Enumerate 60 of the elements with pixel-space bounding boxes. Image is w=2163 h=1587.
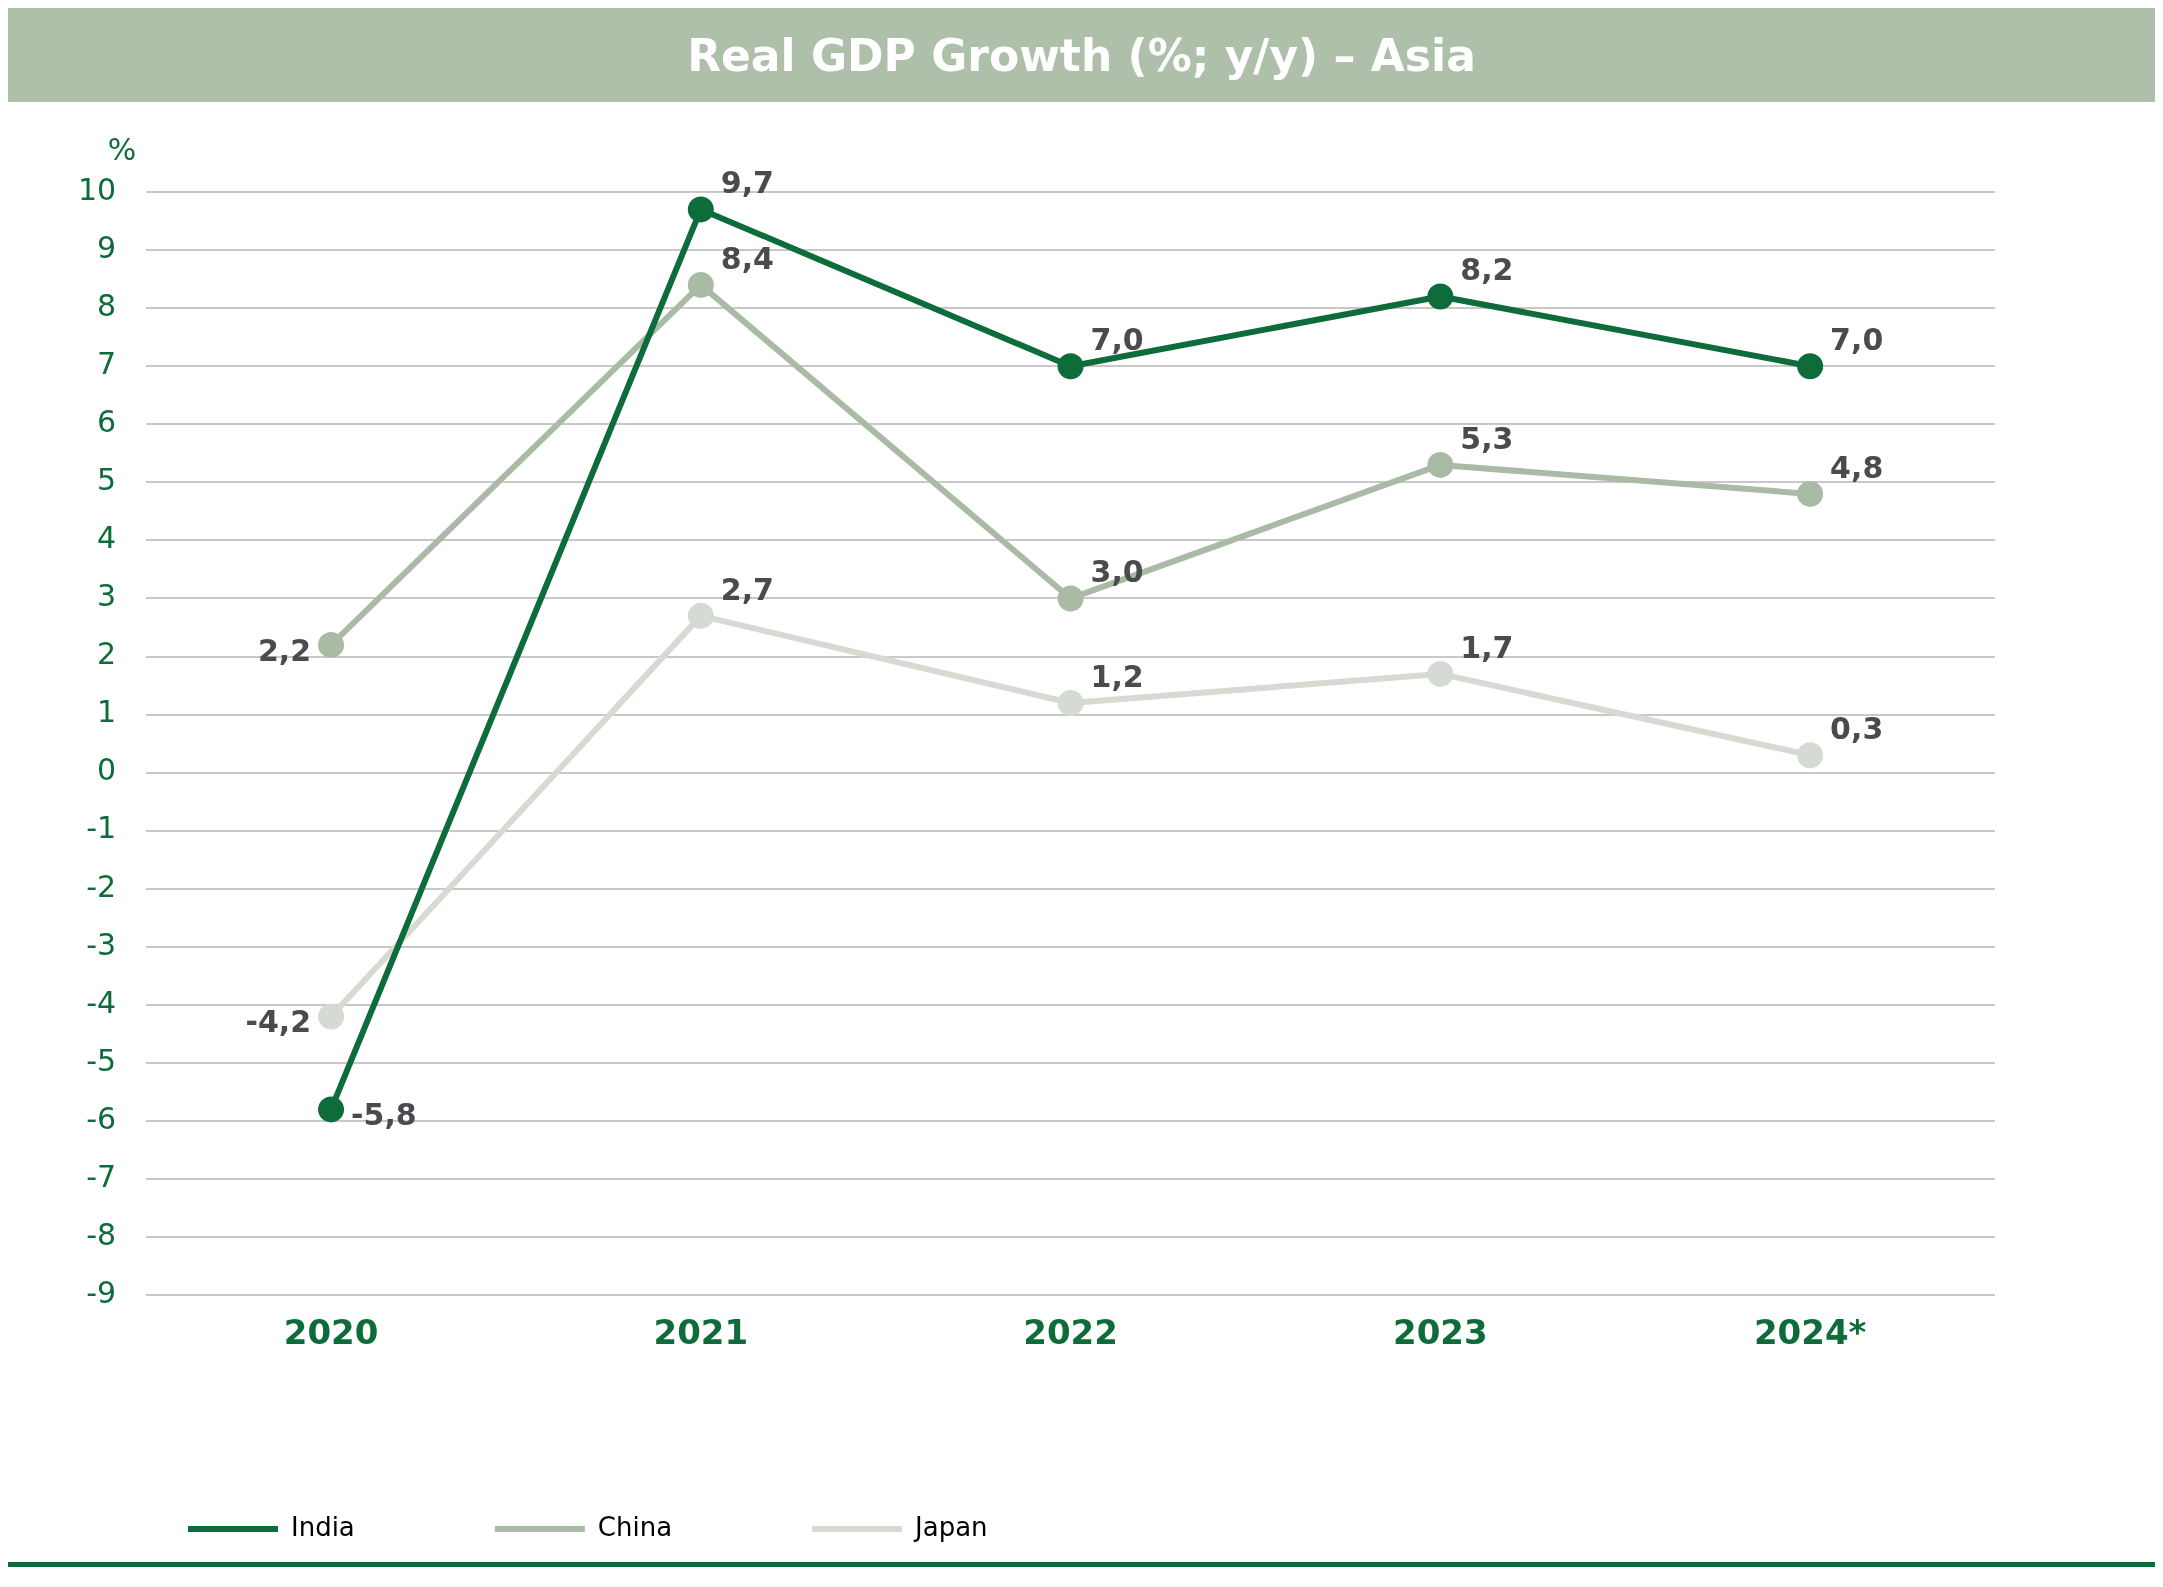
y-tick-label: -1 — [86, 810, 117, 846]
legend-label: China — [597, 1511, 673, 1542]
point — [1427, 660, 1454, 687]
point — [1427, 283, 1454, 310]
y-tick-label: 1 — [97, 694, 117, 730]
data-label: 4,8 — [1830, 449, 1884, 485]
x-tick-label: 2021 — [653, 1312, 749, 1353]
y-tick-label: -5 — [86, 1042, 117, 1078]
point — [318, 631, 345, 658]
point — [1797, 353, 1824, 380]
data-label: 9,7 — [720, 165, 774, 201]
y-tick-label: 0 — [97, 752, 117, 788]
data-label: 3,0 — [1090, 554, 1144, 590]
y-tick-label: 5 — [97, 462, 117, 498]
y-tick-label: 3 — [97, 578, 117, 614]
data-label: 0,3 — [1830, 711, 1884, 747]
y-tick-label: 2 — [97, 636, 117, 672]
data-label: -4,2 — [245, 1004, 312, 1040]
x-tick-label: 2022 — [1023, 1312, 1118, 1353]
y-tick-label: 6 — [97, 404, 117, 440]
point — [687, 602, 714, 629]
y-tick-label: 7 — [97, 345, 117, 381]
data-label: 1,2 — [1090, 658, 1144, 694]
point — [1797, 742, 1824, 769]
point — [1057, 689, 1084, 716]
point — [318, 1003, 345, 1030]
y-tick-label: -7 — [86, 1158, 117, 1194]
point — [1057, 585, 1084, 612]
data-label: 2,7 — [720, 571, 774, 607]
y-tick-label: 9 — [97, 229, 117, 265]
legend-label: Japan — [913, 1511, 988, 1542]
data-label: 1,7 — [1460, 629, 1514, 665]
point — [1057, 353, 1084, 380]
y-axis-title: % — [107, 131, 137, 167]
data-label: 8,4 — [720, 240, 774, 276]
point — [687, 196, 714, 223]
data-label: 5,3 — [1460, 420, 1514, 456]
data-label: 2,2 — [257, 632, 312, 668]
y-tick-label: 8 — [97, 287, 117, 323]
point — [1797, 480, 1824, 507]
x-tick-label: 2023 — [1393, 1312, 1488, 1353]
chart-title: Real GDP Growth (%; y/y) – Asia — [8, 8, 2155, 102]
point — [318, 1096, 345, 1123]
y-tick-label: -8 — [86, 1216, 117, 1252]
x-tick-label: 2024* — [1753, 1312, 1867, 1353]
y-tick-label: -2 — [86, 868, 117, 904]
y-tick-label: -6 — [86, 1100, 117, 1136]
point — [1427, 451, 1454, 478]
x-tick-label: 2020 — [283, 1312, 379, 1353]
y-tick-label: -3 — [86, 926, 117, 962]
data-label: 7,0 — [1090, 321, 1144, 357]
point — [687, 271, 714, 298]
y-tick-label: 10 — [77, 171, 117, 207]
data-label: 8,2 — [1460, 252, 1514, 288]
y-tick-label: -4 — [86, 984, 117, 1020]
data-label: -5,8 — [351, 1097, 417, 1133]
y-tick-label: -9 — [86, 1275, 117, 1310]
legend-label: India — [291, 1511, 355, 1542]
data-label: 7,0 — [1830, 321, 1884, 357]
y-tick-label: 4 — [97, 520, 117, 556]
